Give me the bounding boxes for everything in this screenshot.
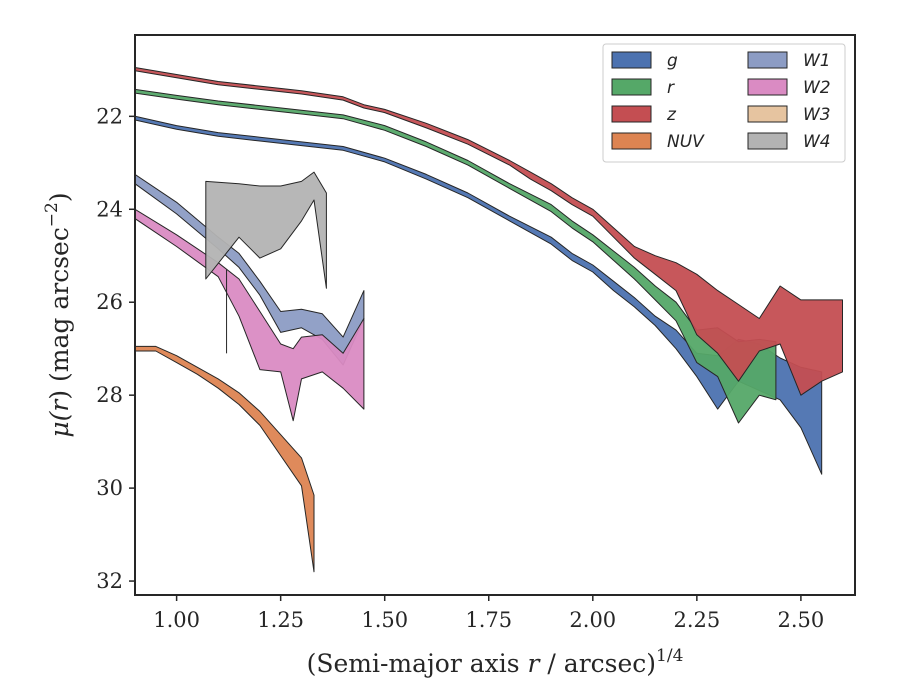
legend-label-z: z [666, 105, 677, 125]
area-g [135, 115, 823, 475]
legend-swatch-w2 [747, 78, 788, 96]
legend-swatch-z [611, 105, 652, 123]
area-w2 [135, 208, 365, 422]
x-tick-label: 1.00 [153, 608, 200, 632]
y-label-suffix: ) (mag arcsec [45, 227, 74, 400]
legend-swatch-nuv [611, 132, 652, 150]
y-label-var: r [45, 398, 74, 412]
y-tick-label: 22 [96, 104, 123, 128]
y-tick-label: 28 [96, 383, 123, 407]
legend: grz NUV W1 W2 W3 W4 [602, 43, 846, 163]
legend-swatch-r [611, 78, 652, 96]
y-tick-label: 24 [96, 197, 123, 221]
x-label-sup: 1/4 [656, 646, 683, 666]
x-tick-label: 1.75 [465, 608, 512, 632]
x-axis-ticks: 1.00 1.25 1.50 1.75 2.00 2.25 2.50 [153, 595, 824, 632]
series-areas [135, 67, 843, 573]
legend-label-w3: W3 [803, 105, 831, 125]
y-axis-label: μ(r) (mag arcsec−2) [42, 192, 74, 437]
x-label-var: r [528, 649, 542, 678]
legend-label-g: g [667, 51, 678, 71]
y-tick-label: 30 [96, 476, 123, 500]
y-label-mu: μ( [45, 410, 74, 437]
legend-label-w2: W2 [803, 78, 831, 98]
x-tick-label: 2.25 [673, 608, 720, 632]
y-label-sup: −2 [42, 202, 62, 227]
legend-label-nuv: NUV [667, 132, 705, 152]
x-label-prefix: (Semi-major axis [307, 649, 528, 678]
y-axis-ticks: 22 24 26 28 30 32 [96, 104, 135, 593]
legend-label-w1: W1 [803, 51, 831, 71]
legend-swatch-w3 [747, 105, 788, 123]
x-tick-label: 2.00 [569, 608, 616, 632]
axes-frame [134, 34, 856, 596]
y-label-close: ) [45, 192, 74, 202]
area-r [135, 88, 777, 424]
y-tick-label: 32 [96, 569, 123, 593]
legend-swatch-w1 [747, 51, 788, 69]
legend-swatch-w4 [747, 132, 788, 150]
area-z [135, 67, 843, 396]
legend-label-w4: W4 [803, 132, 831, 152]
plot-frame [134, 34, 856, 596]
x-axis-label: (Semi-major axis r / arcsec)1/4 [307, 646, 684, 678]
x-label-suffix: / arcsec) [539, 649, 656, 678]
x-tick-label: 1.50 [361, 608, 408, 632]
legend-swatch-g [611, 51, 652, 69]
area-nuv [135, 345, 315, 573]
y-tick-label: 26 [96, 290, 123, 314]
x-tick-label: 1.25 [257, 608, 304, 632]
area-w4 [205, 171, 327, 289]
legend-label-r: r [667, 78, 675, 98]
x-tick-label: 2.50 [778, 608, 825, 632]
